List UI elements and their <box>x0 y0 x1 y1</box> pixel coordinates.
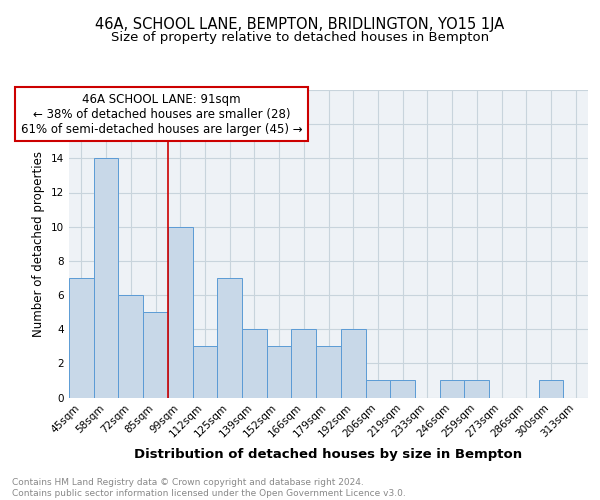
Y-axis label: Number of detached properties: Number of detached properties <box>32 151 46 337</box>
Bar <box>316 346 341 398</box>
Bar <box>440 380 464 398</box>
Text: Contains HM Land Registry data © Crown copyright and database right 2024.
Contai: Contains HM Land Registry data © Crown c… <box>12 478 406 498</box>
Text: 46A, SCHOOL LANE, BEMPTON, BRIDLINGTON, YO15 1JA: 46A, SCHOOL LANE, BEMPTON, BRIDLINGTON, … <box>95 18 505 32</box>
Bar <box>94 158 118 398</box>
Text: Size of property relative to detached houses in Bempton: Size of property relative to detached ho… <box>111 31 489 44</box>
Bar <box>292 329 316 398</box>
Bar <box>193 346 217 398</box>
Bar <box>390 380 415 398</box>
Bar <box>242 329 267 398</box>
Bar <box>69 278 94 398</box>
Bar <box>118 295 143 398</box>
Bar <box>539 380 563 398</box>
Text: 46A SCHOOL LANE: 91sqm
← 38% of detached houses are smaller (28)
61% of semi-det: 46A SCHOOL LANE: 91sqm ← 38% of detached… <box>21 92 302 136</box>
Bar <box>365 380 390 398</box>
Bar <box>267 346 292 398</box>
Bar <box>143 312 168 398</box>
Bar <box>464 380 489 398</box>
X-axis label: Distribution of detached houses by size in Bempton: Distribution of detached houses by size … <box>134 448 523 460</box>
Bar <box>168 226 193 398</box>
Bar <box>341 329 365 398</box>
Bar <box>217 278 242 398</box>
